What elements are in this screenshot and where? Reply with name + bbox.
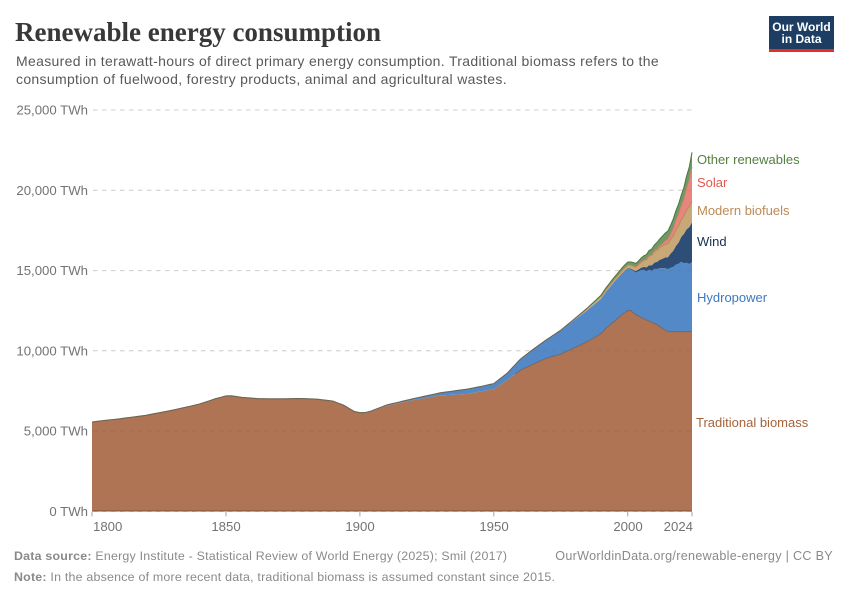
- svg-text:1800: 1800: [93, 519, 122, 534]
- svg-text:25,000 TWh: 25,000 TWh: [16, 103, 88, 118]
- svg-text:20,000 TWh: 20,000 TWh: [16, 183, 88, 198]
- svg-text:2024: 2024: [664, 519, 693, 534]
- svg-text:1900: 1900: [345, 519, 374, 534]
- svg-text:0 TWh: 0 TWh: [49, 504, 88, 519]
- svg-text:5,000 TWh: 5,000 TWh: [24, 424, 88, 439]
- svg-text:1950: 1950: [479, 519, 508, 534]
- svg-text:10,000 TWh: 10,000 TWh: [16, 343, 88, 358]
- svg-text:2000: 2000: [613, 519, 642, 534]
- svg-text:15,000 TWh: 15,000 TWh: [16, 263, 88, 278]
- svg-text:1850: 1850: [211, 519, 240, 534]
